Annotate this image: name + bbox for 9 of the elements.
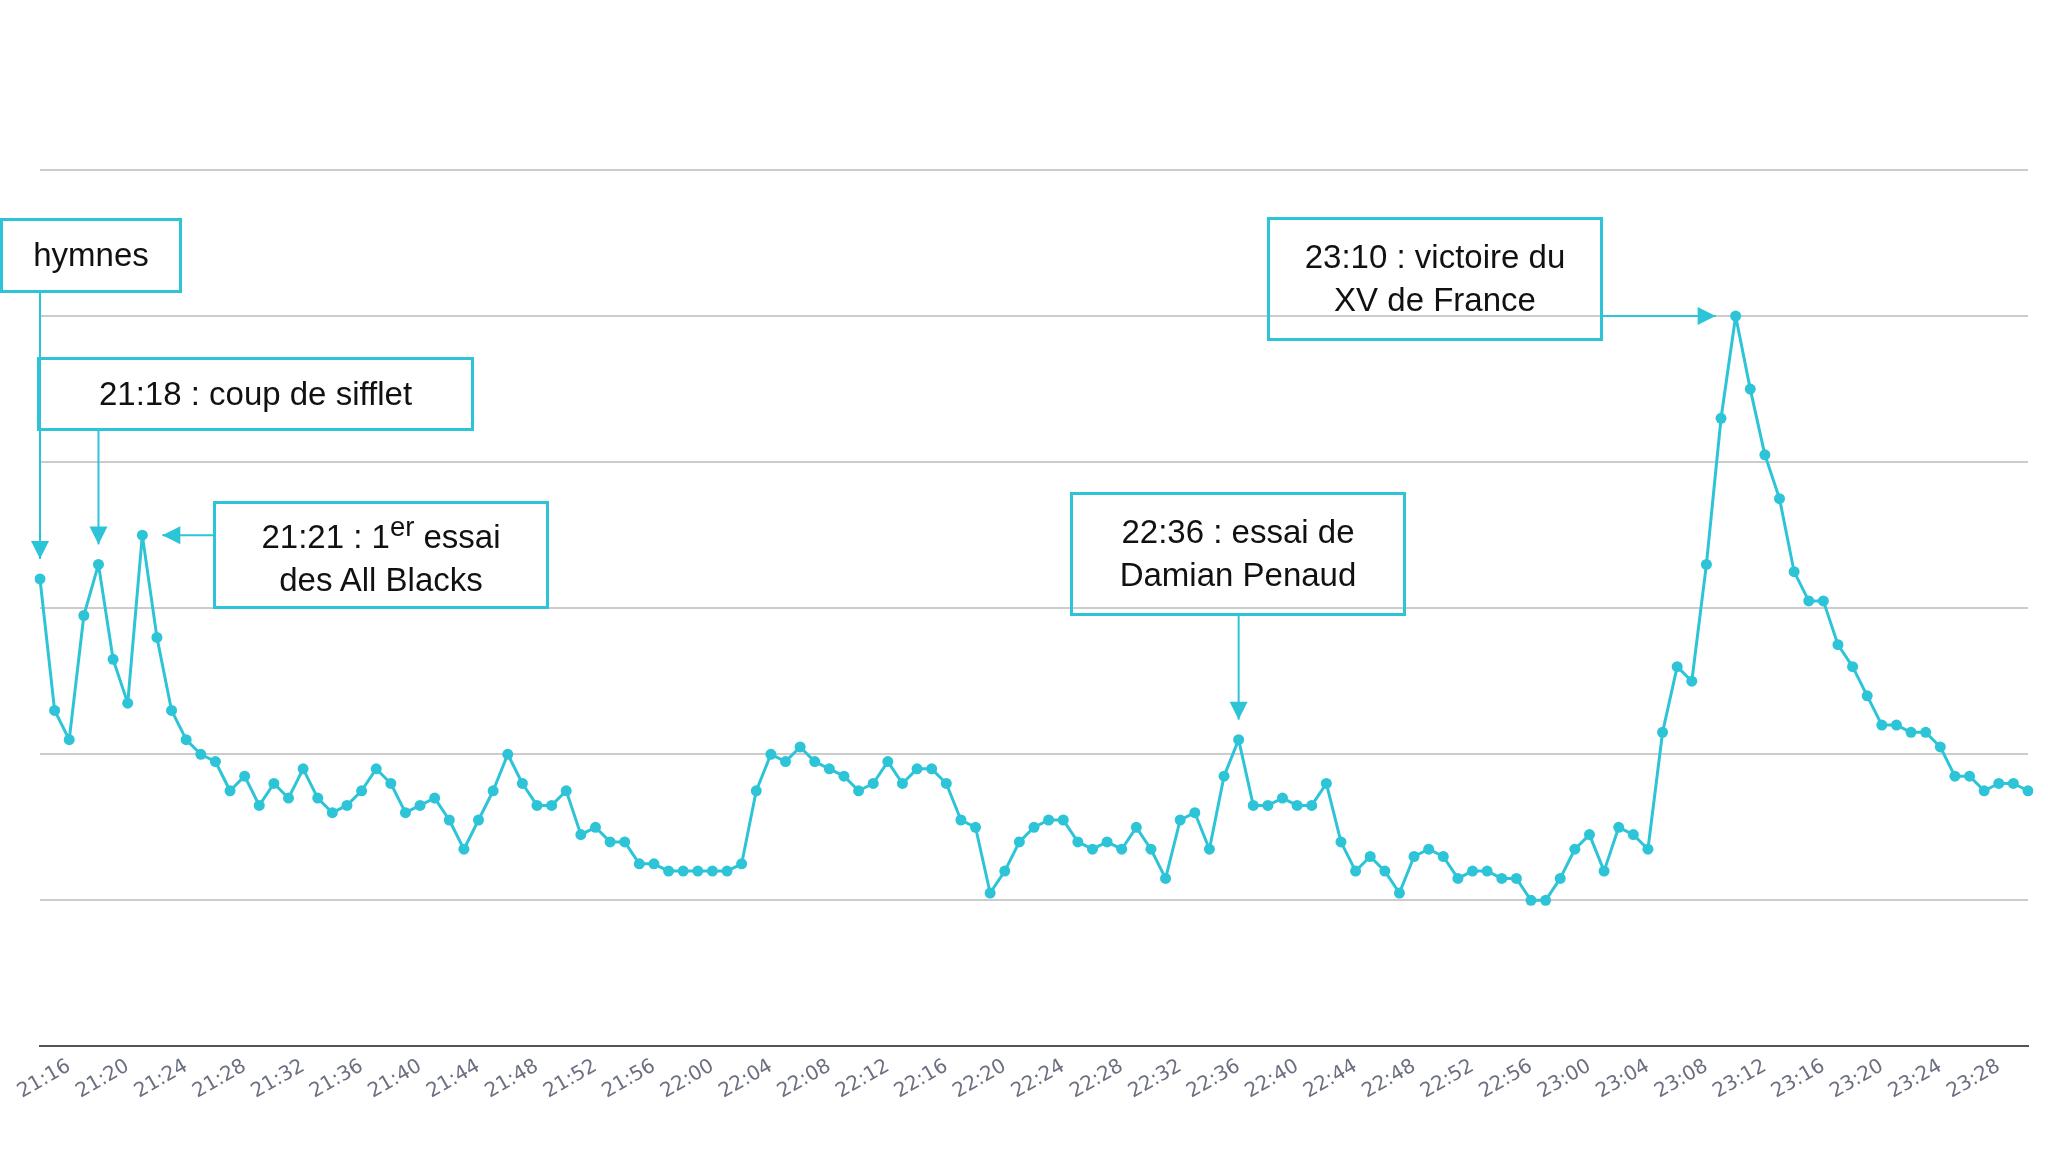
callout-box: 21:21 : 1$^{er}$ essai des All Blacks [213,501,549,609]
callout-box: 22:36 : essai de Damian Penaud [1070,492,1406,616]
annotation: 21:21 : 1$^{er}$ essai des All Blacks [260,509,502,600]
annotation: 21:18 : coup de sifflet [98,373,413,414]
callout-box: 21:18 : coup de sifflet [37,357,474,431]
annotation: 22:36 : essai de Damian Penaud [1118,512,1358,595]
callout-box: hymnes [0,218,182,293]
callout-box: 23:10 : victoire du XV de France [1267,217,1603,341]
annotation: 23:10 : victoire du XV de France [1303,237,1567,320]
